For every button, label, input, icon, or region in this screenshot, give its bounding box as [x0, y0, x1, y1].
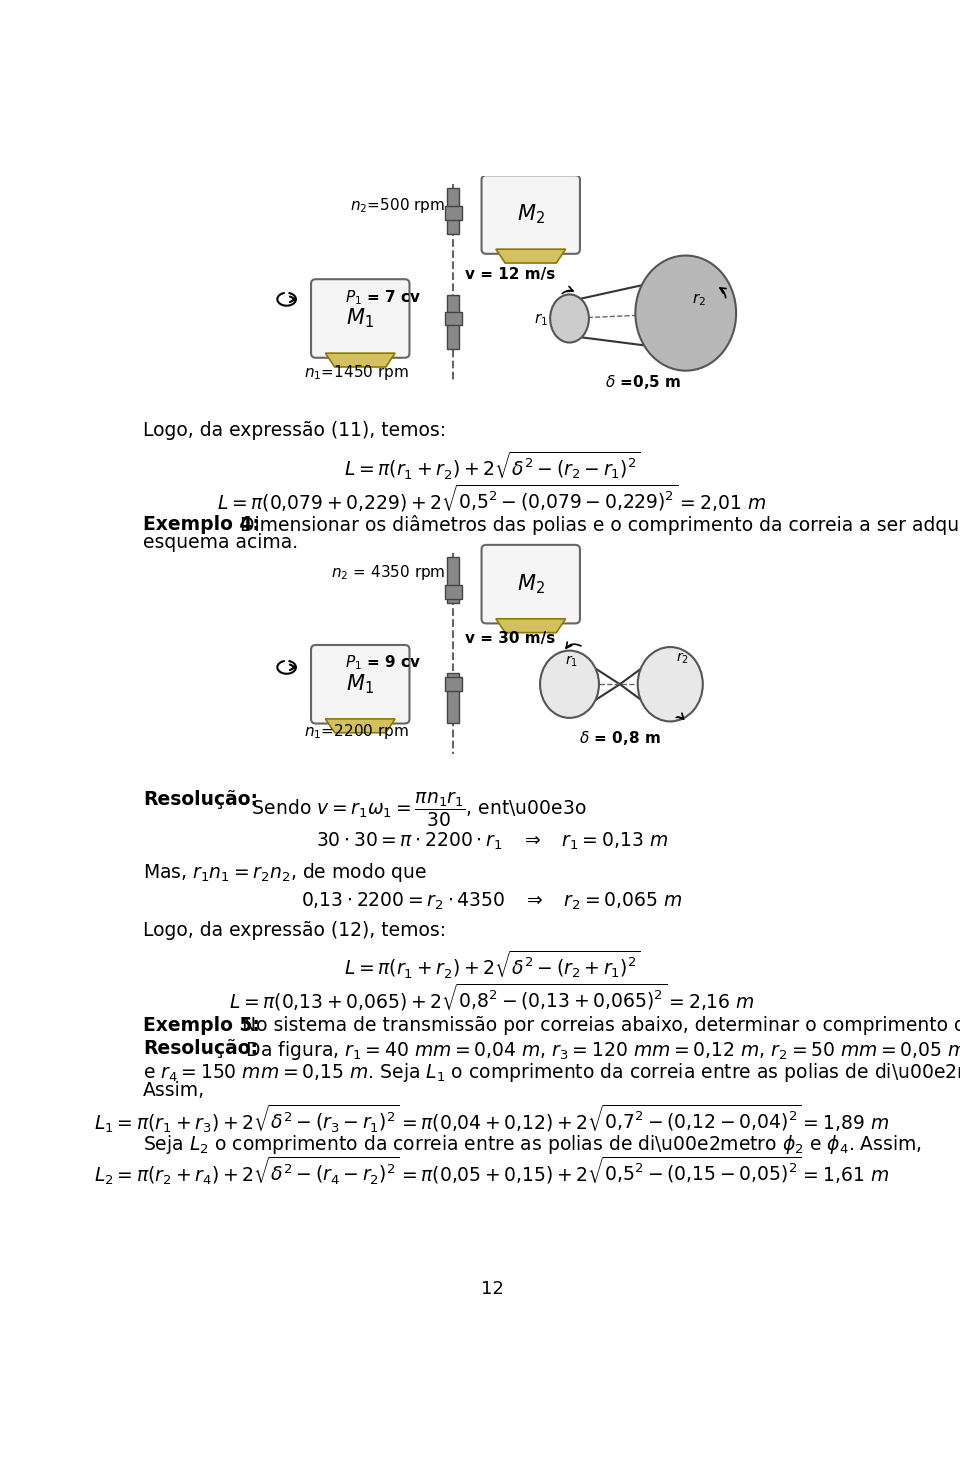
FancyBboxPatch shape — [311, 279, 410, 358]
Bar — [444, 585, 462, 599]
Text: $M_1$: $M_1$ — [347, 307, 374, 330]
Polygon shape — [496, 249, 565, 263]
Bar — [447, 295, 460, 349]
Text: Exemplo 5:: Exemplo 5: — [143, 1017, 260, 1036]
Bar — [447, 188, 460, 233]
Text: $M_2$: $M_2$ — [516, 572, 544, 596]
Text: $n_2$ = 4350 rpm: $n_2$ = 4350 rpm — [331, 563, 445, 582]
FancyBboxPatch shape — [311, 645, 410, 723]
Text: $r_2$: $r_2$ — [692, 290, 706, 308]
Text: No sistema de transmissão por correias abaixo, determinar o comprimento das corr: No sistema de transmissão por correias a… — [236, 1017, 960, 1036]
Text: Sendo $v = r_1\omega_1 = \dfrac{\pi n_1 r_1}{30}$, ent\u00e3o: Sendo $v = r_1\omega_1 = \dfrac{\pi n_1 … — [240, 791, 587, 829]
Text: $r_1$: $r_1$ — [534, 311, 548, 329]
Ellipse shape — [550, 295, 588, 343]
FancyBboxPatch shape — [482, 175, 580, 254]
Text: $M_1$: $M_1$ — [347, 672, 374, 695]
Bar — [447, 673, 460, 723]
Bar — [444, 678, 462, 691]
Text: Resolução:: Resolução: — [143, 1039, 258, 1058]
Text: $L = \pi(r_1 + r_2) + 2\sqrt{\delta^2 - (r_2 - r_1)^2}$: $L = \pi(r_1 + r_2) + 2\sqrt{\delta^2 - … — [344, 450, 640, 483]
Text: $L = \pi(0{,}13 + 0{,}065) + 2\sqrt{0{,}8^2 - (0{,}13 + 0{,}065)^2} = 2{,}16\ m$: $L = \pi(0{,}13 + 0{,}065) + 2\sqrt{0{,}… — [229, 981, 755, 1012]
Bar — [444, 205, 462, 220]
Text: $r_1$: $r_1$ — [565, 653, 578, 669]
Text: e $r_4 = 150\ mm = 0{,}15\ m$. Seja $L_1$ o comprimento da correia entre as poli: e $r_4 = 150\ mm = 0{,}15\ m$. Seja $L_1… — [143, 1061, 960, 1084]
Polygon shape — [496, 619, 565, 632]
Text: Da figura, $r_1 = 40\ mm = 0{,}04\ m$, $r_3 = 120\ mm = 0{,}12\ m$, $r_2 = 50\ m: Da figura, $r_1 = 40\ mm = 0{,}04\ m$, $… — [240, 1039, 960, 1062]
Text: Assim,: Assim, — [143, 1081, 205, 1100]
Text: Seja $L_2$ o comprimento da correia entre as polias de di\u00e2metro $\phi_2$ e : Seja $L_2$ o comprimento da correia entr… — [143, 1133, 923, 1156]
Text: $\delta$ = 0,8 m: $\delta$ = 0,8 m — [579, 729, 660, 747]
Text: $n_1$=1450 rpm: $n_1$=1450 rpm — [304, 362, 409, 381]
Text: Mas, $r_1 n_1 = r_2 n_2$, de modo que: Mas, $r_1 n_1 = r_2 n_2$, de modo que — [143, 861, 427, 885]
Text: Logo, da expressão (12), temos:: Logo, da expressão (12), temos: — [143, 921, 446, 940]
Text: v = 12 m/s: v = 12 m/s — [465, 267, 555, 282]
Text: $L = \pi(0{,}079 + 0{,}229) + 2\sqrt{0{,}5^2 - (0{,}079 - 0{,}229)^2} = 2{,}01\ : $L = \pi(0{,}079 + 0{,}229) + 2\sqrt{0{,… — [218, 483, 766, 513]
Bar — [447, 557, 460, 603]
Polygon shape — [325, 719, 396, 732]
Text: $\delta$ =0,5 m: $\delta$ =0,5 m — [605, 374, 682, 392]
Text: $P_1$ = 7 cv: $P_1$ = 7 cv — [345, 289, 421, 307]
Text: $L_1 = \pi(r_1 + r_3) + 2\sqrt{\delta^2 - (r_3 - r_1)^2} = \pi(0{,}04 + 0{,}12) : $L_1 = \pi(r_1 + r_3) + 2\sqrt{\delta^2 … — [94, 1102, 890, 1135]
Text: $P_1$ = 9 cv: $P_1$ = 9 cv — [345, 653, 421, 672]
Text: Dimensionar os diâmetros das polias e o comprimento da correia a ser adquirida n: Dimensionar os diâmetros das polias e o … — [234, 515, 960, 535]
Text: $L_2 = \pi(r_2 + r_4) + 2\sqrt{\delta^2 - (r_4 - r_2)^2} = \pi(0{,}05 + 0{,}15) : $L_2 = \pi(r_2 + r_4) + 2\sqrt{\delta^2 … — [94, 1155, 890, 1187]
Text: $n_1$=2200 rpm: $n_1$=2200 rpm — [304, 722, 409, 741]
Bar — [444, 311, 462, 326]
Text: $r_2$: $r_2$ — [677, 650, 689, 666]
FancyBboxPatch shape — [482, 544, 580, 623]
Text: $n_2$=500 rpm: $n_2$=500 rpm — [350, 195, 445, 214]
Ellipse shape — [636, 255, 736, 371]
Text: v = 30 m/s: v = 30 m/s — [465, 631, 555, 645]
Polygon shape — [325, 354, 396, 367]
Text: $M_2$: $M_2$ — [516, 202, 544, 226]
Text: $0{,}13 \cdot 2200 = r_2 \cdot 4350 \quad \Rightarrow \quad r_2 = 0{,}065\ m$: $0{,}13 \cdot 2200 = r_2 \cdot 4350 \qua… — [301, 890, 683, 912]
Text: $L = \pi(r_1 + r_2) + 2\sqrt{\delta^2 - (r_2 + r_1)^2}$: $L = \pi(r_1 + r_2) + 2\sqrt{\delta^2 - … — [344, 949, 640, 981]
Text: esquema acima.: esquema acima. — [143, 534, 299, 552]
Text: Logo, da expressão (11), temos:: Logo, da expressão (11), temos: — [143, 421, 446, 440]
Text: 12: 12 — [481, 1279, 503, 1298]
Text: Resolução:: Resolução: — [143, 791, 258, 810]
Text: Exemplo 4:: Exemplo 4: — [143, 515, 260, 534]
Ellipse shape — [637, 647, 703, 722]
Text: $30 \cdot 30 = \pi \cdot 2200 \cdot r_1 \quad \Rightarrow \quad r_1 = 0{,}13\ m$: $30 \cdot 30 = \pi \cdot 2200 \cdot r_1 … — [316, 830, 668, 852]
Ellipse shape — [540, 650, 599, 717]
